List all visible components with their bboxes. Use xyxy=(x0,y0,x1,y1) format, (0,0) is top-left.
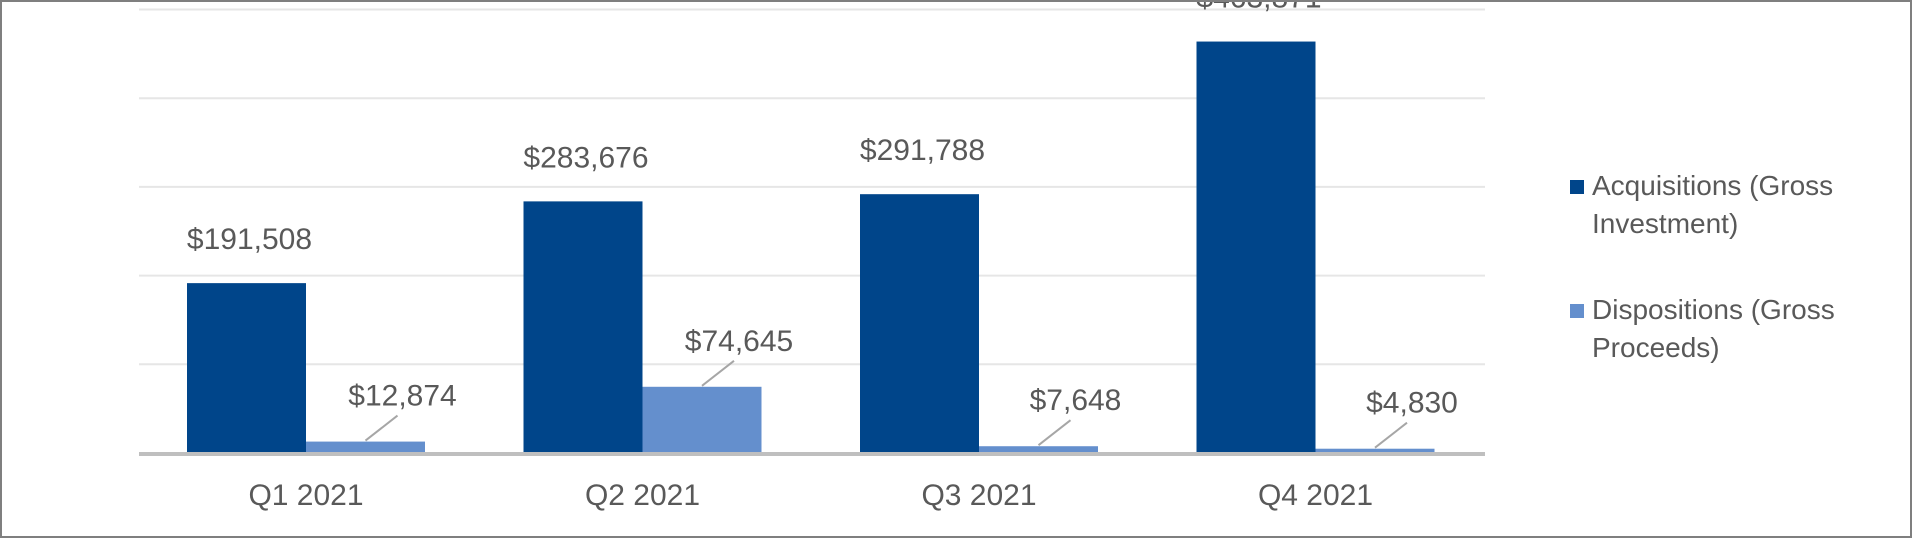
bar-dispositions xyxy=(1315,448,1435,453)
legend-item-acquisitions: Acquisitions (Gross Investment) xyxy=(1570,167,1900,243)
x-tick-label: Q2 2021 xyxy=(585,479,700,512)
legend-swatch-dispositions xyxy=(1570,304,1584,318)
data-label-acquisitions: $283,676 xyxy=(523,141,648,174)
legend-label-acquisitions: Acquisitions (Gross Investment) xyxy=(1592,170,1834,239)
bar-dispositions xyxy=(979,446,1098,453)
leader-line xyxy=(364,414,399,442)
bar-dispositions xyxy=(306,441,425,453)
legend-label-dispositions: Dispositions (Gross Proceeds) xyxy=(1592,294,1835,363)
bar-acquisitions xyxy=(187,283,306,453)
leader-line xyxy=(701,360,735,387)
leader-line xyxy=(1374,421,1408,449)
data-label-dispositions: $4,830 xyxy=(1366,387,1458,420)
data-label-acquisitions: $191,508 xyxy=(187,223,312,256)
data-label-acquisitions: $291,788 xyxy=(860,134,985,167)
leader-lines xyxy=(364,360,1408,449)
data-label-dispositions: $74,645 xyxy=(685,325,793,358)
data-label-dispositions: $12,874 xyxy=(348,380,456,413)
x-tick-label: Q4 2021 xyxy=(1258,479,1373,512)
bars xyxy=(187,41,1435,454)
data-label-dispositions: $7,648 xyxy=(1030,384,1122,417)
x-axis-tick-labels: Q1 2021 Q2 2021 Q3 2021 Q4 2021 xyxy=(248,479,1373,512)
bar-acquisitions xyxy=(860,194,979,453)
bar-acquisitions xyxy=(523,201,643,453)
x-tick-label: Q3 2021 xyxy=(921,479,1036,512)
bar-acquisitions xyxy=(1196,41,1316,454)
data-label-acquisitions: $463,871 xyxy=(1196,2,1321,15)
leader-line xyxy=(1037,419,1072,447)
bar-dispositions xyxy=(642,386,762,453)
legend-item-dispositions: Dispositions (Gross Proceeds) xyxy=(1570,291,1900,367)
x-tick-label: Q1 2021 xyxy=(248,479,363,512)
legend-swatch-acquisitions xyxy=(1570,180,1584,194)
data-labels: $191,508 $12,874 $283,676 $74,645 $291,788 $7… xyxy=(187,0,1458,420)
